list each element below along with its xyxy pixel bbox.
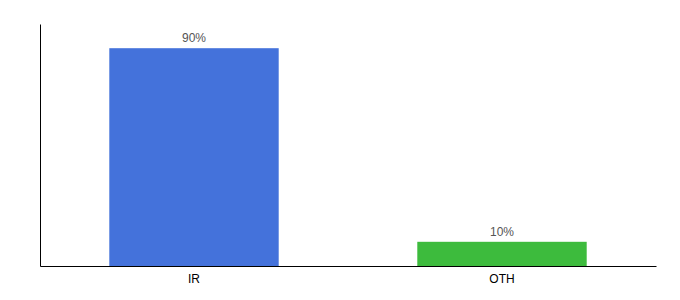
data-labels: 90% 10% bbox=[182, 31, 514, 239]
data-label: 90% bbox=[182, 31, 206, 45]
data-label: 10% bbox=[490, 225, 514, 239]
y-axis-line bbox=[40, 25, 41, 267]
x-axis: IR OTH bbox=[41, 267, 657, 286]
bar bbox=[109, 48, 278, 266]
plot: IR OTH 90% 10% bbox=[41, 25, 657, 286]
x-tick: IR bbox=[188, 272, 200, 286]
bar bbox=[417, 242, 586, 266]
x-tick-label: IR bbox=[188, 272, 200, 286]
y-axis bbox=[40, 25, 41, 267]
bars bbox=[109, 48, 586, 266]
chart: IR OTH 90% 10% bbox=[0, 0, 680, 300]
x-axis-line bbox=[41, 266, 657, 267]
x-tick-label: OTH bbox=[489, 272, 514, 286]
x-tick: OTH bbox=[489, 272, 514, 286]
